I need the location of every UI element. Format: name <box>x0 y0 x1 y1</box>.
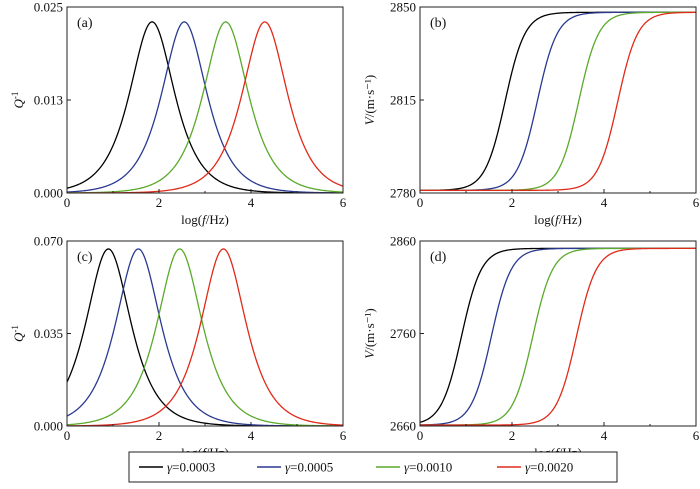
series-line-4 <box>420 11 696 191</box>
legend-label-3: γ=0.0010 <box>404 460 452 475</box>
x-tick-label: 0 <box>64 195 71 210</box>
series-line-2 <box>67 21 343 193</box>
series-line-1 <box>67 21 343 193</box>
legend-label-4: γ=0.0020 <box>525 460 573 475</box>
y-tick-label: 2780 <box>390 186 416 201</box>
y-axis-label: V/(m·s⁻¹) <box>362 75 377 125</box>
x-tick-label: 2 <box>156 195 163 210</box>
panel-label: (b) <box>430 16 447 31</box>
plot-frame <box>66 6 344 194</box>
y-tick-label: 0.013 <box>34 93 63 108</box>
legend-label-2: γ=0.0005 <box>285 460 333 475</box>
series-line-3 <box>67 21 343 193</box>
x-tick-label: 2 <box>509 428 516 443</box>
panel-label: (c) <box>77 250 93 265</box>
plot-area <box>67 248 343 426</box>
x-axis-label: log(f/Hz) <box>181 212 229 227</box>
x-tick-label: 6 <box>693 428 700 443</box>
x-tick-label: 4 <box>601 428 608 443</box>
series-line-1 <box>67 248 343 426</box>
series-line-1 <box>420 11 696 191</box>
y-tick-label: 2850 <box>390 0 416 15</box>
legend-box <box>128 451 618 483</box>
plot-frame <box>419 6 697 194</box>
y-tick-label: 2760 <box>390 326 416 341</box>
x-tick-label: 6 <box>693 195 700 210</box>
y-tick-label: 0.000 <box>34 419 63 434</box>
plot-area <box>67 21 343 193</box>
legend-label-1: γ=0.0003 <box>167 460 215 475</box>
panel-b: 0 2 4 6 2780 2815 2850 (b) log(f/Hz) V/(m·s⁻¹) <box>362 0 700 227</box>
x-tick-label: 4 <box>248 195 255 210</box>
legend: γ=0.0003 γ=0.0005 γ=0.0010 γ=0.0020 <box>128 451 618 483</box>
x-tick-label: 2 <box>156 428 163 443</box>
y-tick-label: 2815 <box>390 93 416 108</box>
panel-label: (d) <box>430 250 447 265</box>
plot-frame <box>419 240 697 427</box>
y-tick-label: 0.035 <box>34 326 63 341</box>
plot-area <box>420 11 696 191</box>
y-axis-label: Q-1 <box>10 92 26 109</box>
series-line-2 <box>420 11 696 191</box>
x-tick-label: 0 <box>417 195 424 210</box>
y-tick-label: 2660 <box>390 419 416 434</box>
x-tick-label: 4 <box>248 428 255 443</box>
panel-a: 0 2 4 6 0.000 0.013 0.025 (a) log(f/Hz) Q-1 <box>10 0 347 227</box>
y-axis-label: Q-1 <box>10 325 26 342</box>
plot-area <box>420 247 696 426</box>
series-line-1 <box>420 247 696 423</box>
x-tick-label: 6 <box>340 428 347 443</box>
series-line-4 <box>67 248 343 426</box>
x-tick-label: 0 <box>64 428 71 443</box>
y-tick-label: 2860 <box>390 234 416 249</box>
x-tick-label: 6 <box>340 195 347 210</box>
y-tick-label: 0.025 <box>34 0 63 15</box>
x-tick-label: 2 <box>509 195 516 210</box>
y-tick-label: 0.000 <box>34 186 63 201</box>
x-axis-label: log(f/Hz) <box>534 212 582 227</box>
series-line-4 <box>67 21 343 193</box>
series-line-3 <box>67 248 343 426</box>
y-tick-label: 0.070 <box>34 234 63 249</box>
series-line-2 <box>67 248 343 426</box>
x-tick-label: 4 <box>601 195 608 210</box>
x-tick-label: 0 <box>417 428 424 443</box>
y-axis-label: V/(m·s⁻¹) <box>362 308 377 358</box>
panel-label: (a) <box>77 16 93 31</box>
series-line-3 <box>420 11 696 191</box>
